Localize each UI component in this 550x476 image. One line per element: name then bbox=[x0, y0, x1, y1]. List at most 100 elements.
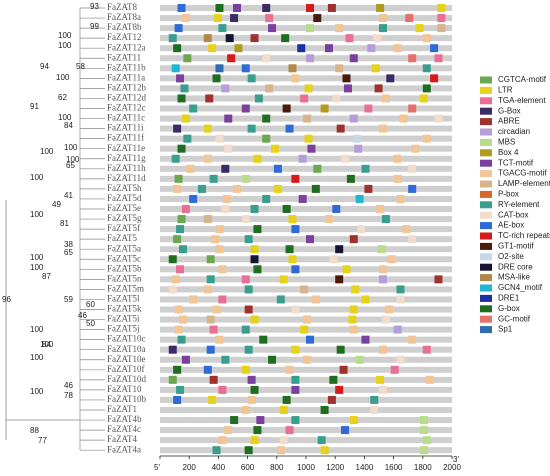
legend-label: G-Box bbox=[498, 106, 521, 115]
gene-name: FaZAT12d bbox=[107, 93, 146, 103]
motif-box bbox=[247, 74, 256, 83]
motif-box bbox=[306, 24, 314, 33]
motif-box bbox=[367, 44, 376, 53]
five-prime-label: 5' bbox=[154, 463, 160, 472]
bootstrap-value: 50 bbox=[86, 319, 95, 328]
motif-box bbox=[212, 305, 221, 314]
motif-box bbox=[320, 104, 329, 113]
gene-name: FaZAT5 bbox=[107, 233, 137, 243]
gene-name: FaZAT8 bbox=[107, 2, 137, 12]
motif-box bbox=[177, 144, 186, 153]
motif-box bbox=[371, 64, 380, 73]
motif-box bbox=[377, 245, 386, 254]
motif-box bbox=[205, 94, 214, 103]
motif-box bbox=[218, 385, 227, 394]
gene-name: FaZAT10a bbox=[107, 344, 146, 354]
motif-box bbox=[390, 365, 399, 374]
bootstrap-value: 84 bbox=[64, 121, 73, 130]
gene-name: FaZAT11 bbox=[107, 52, 141, 62]
bootstrap-value: 100 bbox=[30, 253, 44, 262]
promoter-line bbox=[160, 396, 452, 403]
motif-box bbox=[408, 335, 417, 344]
motif-box bbox=[348, 315, 357, 324]
motif-box bbox=[221, 84, 230, 93]
motif-box bbox=[376, 375, 385, 384]
bootstrap-value: 38 bbox=[64, 240, 73, 249]
bootstrap-value: 59 bbox=[64, 295, 73, 304]
motif-box bbox=[203, 365, 212, 374]
legend-label: GT1-motif bbox=[498, 242, 534, 251]
motif-box bbox=[250, 385, 259, 394]
legend-swatch bbox=[480, 253, 492, 261]
motif-box bbox=[303, 114, 312, 123]
motif-box bbox=[268, 355, 277, 364]
motif-box bbox=[396, 194, 405, 203]
motif-box bbox=[313, 14, 322, 23]
motif-box bbox=[234, 44, 243, 53]
motif-box bbox=[332, 205, 341, 213]
bootstrap-value: 88 bbox=[30, 426, 39, 435]
bootstrap-value: 41 bbox=[64, 191, 73, 200]
gene-name: FaZAT5n bbox=[107, 273, 142, 283]
motif-box bbox=[361, 335, 370, 344]
promoter-line bbox=[160, 296, 452, 303]
motif-box bbox=[402, 225, 411, 234]
legend-swatch bbox=[480, 201, 492, 209]
motif-box bbox=[225, 34, 234, 43]
legend-swatch bbox=[480, 211, 492, 219]
bootstrap-value: 99 bbox=[90, 22, 99, 31]
legend-label: LAMP-element bbox=[498, 179, 550, 188]
motif-box bbox=[339, 365, 348, 374]
motif-box bbox=[168, 34, 177, 43]
motif-box bbox=[241, 406, 250, 414]
bootstrap-value: 60 bbox=[86, 300, 95, 309]
motif-box bbox=[349, 235, 358, 244]
motif-box bbox=[265, 84, 274, 93]
motif-box bbox=[250, 245, 259, 254]
legend-label: CGTCA-motif bbox=[498, 75, 547, 84]
promoter-line bbox=[160, 306, 452, 313]
motif-box bbox=[212, 74, 221, 83]
motif-box bbox=[291, 375, 300, 384]
motif-box bbox=[171, 275, 180, 284]
gene-name: FaZAT11e bbox=[107, 143, 145, 153]
motif-box bbox=[214, 14, 223, 23]
motif-box bbox=[230, 416, 239, 425]
motif-box bbox=[254, 94, 263, 103]
motif-box bbox=[422, 345, 431, 354]
motif-box bbox=[396, 285, 405, 294]
motif-box bbox=[203, 285, 212, 294]
bootstrap-value: 100 bbox=[30, 325, 44, 334]
motif-box bbox=[307, 144, 316, 153]
motif-box bbox=[320, 406, 329, 414]
motif-box bbox=[291, 305, 300, 314]
motif-box bbox=[327, 395, 336, 404]
bootstrap-value: 65 bbox=[64, 248, 73, 257]
motif-box bbox=[174, 174, 183, 183]
legend-swatch bbox=[480, 284, 492, 292]
motif-box bbox=[288, 255, 297, 264]
motif-box bbox=[376, 205, 385, 213]
x-tick-label: 2000 bbox=[443, 463, 461, 472]
motif-box bbox=[177, 215, 186, 224]
bootstrap-value: 62 bbox=[58, 93, 67, 102]
motif-box bbox=[173, 124, 182, 133]
motif-box bbox=[221, 355, 230, 364]
bootstrap-value: 65 bbox=[66, 161, 75, 170]
motif-box bbox=[176, 74, 185, 83]
motif-box bbox=[306, 235, 314, 244]
motif-box bbox=[273, 164, 282, 173]
promoter-line bbox=[160, 105, 452, 112]
motif-box bbox=[253, 154, 262, 163]
gene-name: FaZAT5d bbox=[107, 193, 142, 203]
motif-box bbox=[381, 315, 390, 324]
motif-box bbox=[203, 124, 212, 133]
motif-box bbox=[343, 84, 352, 93]
promoter-line bbox=[160, 246, 452, 253]
motif-box bbox=[250, 436, 259, 445]
motif-box bbox=[227, 54, 236, 63]
legend-label: AE-box bbox=[498, 221, 524, 230]
motif-box bbox=[306, 4, 314, 12]
motif-box bbox=[208, 395, 217, 404]
